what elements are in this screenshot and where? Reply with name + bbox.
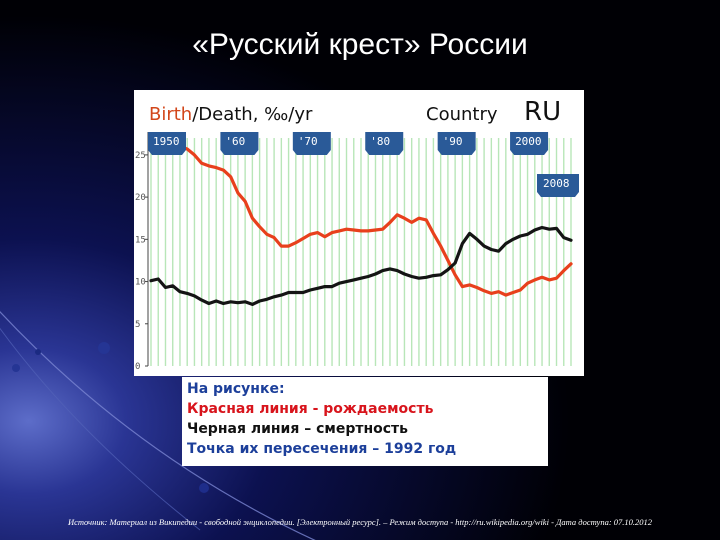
year-marker-label: 2000 bbox=[515, 135, 542, 148]
chart-lines bbox=[149, 135, 573, 306]
year-marker-flag bbox=[148, 132, 186, 155]
y-tick-label: 10 bbox=[135, 278, 146, 288]
year-markers: 1950 '60 '70 '80 '90 2000 2008 bbox=[148, 132, 579, 197]
year-marker: 2000 bbox=[510, 132, 549, 155]
year-marker-label: '70 bbox=[298, 135, 318, 148]
y-tick-label: 5 bbox=[135, 320, 140, 330]
year-marker-flag bbox=[292, 132, 331, 155]
source-citation: Источник: Материал из Википедии - свобод… bbox=[67, 517, 653, 527]
end-year-marker: 2008 bbox=[537, 174, 579, 197]
birth-death-chart: 0 5 10 15 20 25 1950 '60 '70 '80 '90 2000 2008 Birt… bbox=[135, 97, 579, 372]
year-marker-flag bbox=[437, 132, 476, 155]
year-marker-flag bbox=[510, 132, 549, 155]
year-marker: '70 bbox=[292, 132, 331, 155]
note-heading: На рисунке: bbox=[187, 381, 285, 397]
year-marker-flag bbox=[537, 174, 579, 197]
y-tick-label: 0 bbox=[135, 362, 140, 372]
year-marker-label: '80 bbox=[370, 135, 390, 148]
slide-title: «Русский крест» России bbox=[192, 28, 528, 61]
decorative-dot bbox=[199, 483, 209, 493]
note-red-line: Красная линия - рождаемость bbox=[187, 401, 434, 417]
chart-title-birth: Birth bbox=[149, 104, 192, 125]
death-series-line bbox=[149, 225, 573, 306]
year-marker-flag bbox=[220, 132, 259, 155]
chart-country-label: Country bbox=[426, 104, 498, 125]
y-tick-label: 20 bbox=[135, 193, 146, 203]
year-marker: '80 bbox=[365, 132, 404, 155]
decorative-dot bbox=[35, 349, 41, 355]
chart-title: Birth/Death, ‰/yr Country RU bbox=[149, 97, 561, 127]
year-marker-label: 2008 bbox=[543, 177, 570, 190]
year-marker: '90 bbox=[437, 132, 476, 155]
year-marker-flag bbox=[365, 132, 404, 155]
y-tick-label: 25 bbox=[135, 151, 146, 161]
chart-grid bbox=[150, 138, 572, 366]
decorative-arc bbox=[0, 310, 316, 540]
year-marker-label: '90 bbox=[443, 135, 463, 148]
year-marker: '60 bbox=[220, 132, 259, 155]
chart-panel: 0 5 10 15 20 25 1950 '60 '70 '80 '90 2000 2008 Birt… bbox=[134, 90, 584, 376]
decorative-dot bbox=[12, 364, 20, 372]
y-tick-label: 15 bbox=[135, 235, 146, 245]
chart-note: На рисунке: Красная линия - рождаемость … bbox=[182, 377, 548, 466]
svg-text:Birth/Death, ‰/yr: Birth/Death, ‰/yr bbox=[149, 104, 313, 125]
chart-country-code: RU bbox=[524, 97, 561, 127]
year-marker: 1950 bbox=[148, 132, 186, 155]
y-axis: 0 5 10 15 20 25 bbox=[135, 132, 149, 372]
decorative-arc bbox=[0, 327, 201, 531]
year-marker-label: '60 bbox=[225, 135, 245, 148]
chart-title-rest: /Death, ‰/yr bbox=[192, 104, 313, 125]
decorative-dot bbox=[98, 342, 110, 354]
note-intersection: Точка их пересечения – 1992 год bbox=[187, 441, 457, 457]
note-black-line: Черная линия – смертность bbox=[187, 421, 409, 437]
year-marker-label: 1950 bbox=[153, 135, 180, 148]
birth-series-line bbox=[149, 135, 573, 297]
